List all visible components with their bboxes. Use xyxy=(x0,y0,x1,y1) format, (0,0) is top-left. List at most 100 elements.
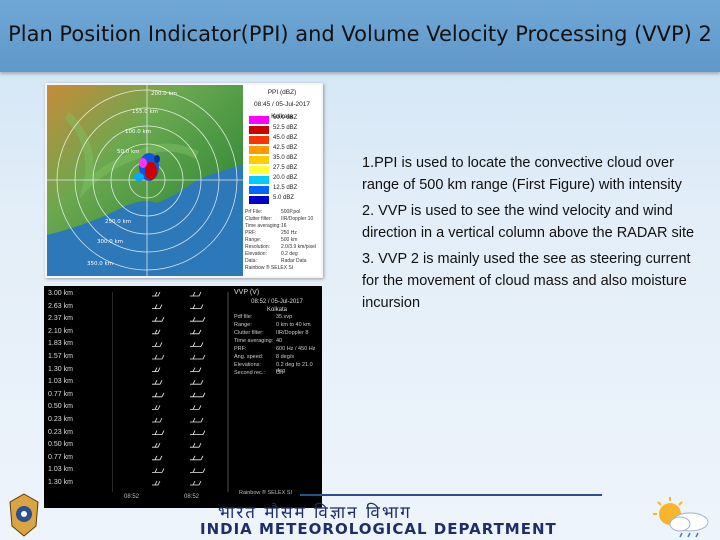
vvp-wind-barb xyxy=(190,354,206,360)
ppi-info-value: IIR/Doppler 10 xyxy=(281,216,314,222)
vvp-wind-barb xyxy=(190,468,206,473)
ppi-info-value: 500P.pol xyxy=(281,209,301,215)
vvp-wind-barb xyxy=(190,480,202,486)
ppi-legend-item: 35.0 dBZ xyxy=(249,155,319,164)
vvp-wind-barb xyxy=(152,317,165,322)
ppi-legend-label: 20.0 dBZ xyxy=(273,175,298,181)
vvp-info-key: Pdf file: xyxy=(234,314,253,320)
ppi-radar-image: 200.0 km 155.0 km 100.0 km 50.0 km 250.0… xyxy=(45,83,323,278)
vvp-wind-barb xyxy=(152,455,163,461)
vvp-wind-barb xyxy=(190,430,206,435)
footer-org-name: INDIA METEOROLOGICAL DEPARTMENT xyxy=(200,520,557,538)
vvp-altitude-label: 1.30 km xyxy=(48,365,73,373)
vvp-wind-barb xyxy=(190,317,206,322)
ppi-range-label: 200.0 km xyxy=(151,91,177,97)
vvp-wind-barb xyxy=(152,392,165,398)
footer-divider xyxy=(300,494,602,496)
ppi-legend-swatch xyxy=(249,156,269,164)
vvp-info-value: On xyxy=(276,370,284,376)
vvp-altitude-label: 0.23 km xyxy=(48,428,73,436)
vvp-wind-barb xyxy=(152,417,163,423)
vvp-altitude-label: 1.83 km xyxy=(48,340,73,348)
vvp-wind-barb xyxy=(190,380,204,385)
ppi-legend-label: 5.0 dBZ xyxy=(273,195,295,201)
vvp-info-datetime: 08:52 / 05-Jul-2017 xyxy=(251,299,303,305)
vvp-wind-barb xyxy=(190,392,206,398)
ppi-legend-label: 60.0 dBZ xyxy=(273,115,298,121)
vvp-wind-barb xyxy=(152,292,161,297)
vvp-title: VVP (V) xyxy=(234,289,260,296)
ppi-legend-swatch xyxy=(249,176,269,184)
weather-sun-cloud-icon xyxy=(653,497,709,538)
ppi-legend-swatch xyxy=(249,146,269,154)
ppi-legend: PPI (dBZ) 08:45 / 05-Jul-2017 Kolkata 60… xyxy=(243,85,321,276)
ppi-legend-item: 5.0 dBZ xyxy=(249,195,319,204)
vvp-info-key: Clutter filter: xyxy=(234,330,264,336)
vvp-info-row: PRF: 600 Hz / 450 Hz xyxy=(234,346,320,354)
vvp-wind-barb xyxy=(190,292,202,297)
notes-list: 1.PPI is used to locate the convective c… xyxy=(362,152,702,318)
ppi-info-value: 0.2 deg xyxy=(281,251,298,257)
vvp-info-value: 600 Hz / 450 Hz xyxy=(276,346,316,352)
ppi-legend-station: Kolkata xyxy=(271,113,293,120)
vvp-wind-barb xyxy=(152,380,163,385)
ppi-legend-label: 52.5 dBZ xyxy=(273,125,298,131)
ppi-legend-datetime: 08:45 / 05-Jul-2017 xyxy=(253,101,310,108)
vvp-altitude-label: 0.77 km xyxy=(48,453,73,461)
ppi-legend-swatch xyxy=(249,166,269,174)
footer-hindi-title: भारत मौसम विज्ञान विभाग xyxy=(218,503,412,523)
ppi-legend-item: 12.5 dBZ xyxy=(249,185,319,194)
vvp-wind-barb xyxy=(190,329,202,335)
ppi-range-label: 300.0 km xyxy=(97,239,123,245)
ppi-info-key: Rainbow ® SELEX SI xyxy=(245,265,294,271)
vvp-wind-barb xyxy=(190,367,202,372)
vvp-info-station: Kolkata xyxy=(266,307,287,313)
vvp-info-key: Elevations: xyxy=(234,362,261,368)
ppi-range-label: 50.0 km xyxy=(117,149,140,155)
vvp-info-row: Pdf file: 35.vvp xyxy=(234,314,320,322)
vvp-info-key: Range: xyxy=(234,322,252,328)
vvp-altitude-label: 1.03 km xyxy=(48,378,73,386)
vvp-altitude-label: 0.77 km xyxy=(48,390,73,398)
vvp-wind-plot xyxy=(112,292,229,492)
ppi-legend-item: 42.5 dBZ xyxy=(249,145,319,154)
ppi-range-label: 250.0 km xyxy=(105,219,131,225)
vvp-altitude-label: 0.23 km xyxy=(48,416,73,423)
vvp-altitude-label: 2.37 km xyxy=(48,315,73,323)
vvp-wind-barb xyxy=(152,354,165,360)
vvp-info-key: Time averaging: xyxy=(234,338,274,344)
vvp-wind-barb xyxy=(190,443,202,448)
vvp-wind-barb xyxy=(190,455,204,461)
ppi-range-label: 155.0 km xyxy=(132,109,158,115)
vvp-wind-barb xyxy=(152,468,165,473)
vvp-altitude-label: 1.03 km xyxy=(48,466,73,474)
vvp-wind-barb xyxy=(152,367,161,372)
ppi-info-value: 500 km xyxy=(281,237,298,243)
vvp-wind-barb xyxy=(152,329,161,335)
ppi-legend-label: 42.5 dBZ xyxy=(273,145,298,151)
vvp-wind-barb xyxy=(190,304,204,309)
vvp-info-row: Time averaging: 40 xyxy=(234,338,320,346)
vvp-altitude-label: 2.10 km xyxy=(48,327,73,335)
slide-title: Plan Position Indicator(PPI) and Volume … xyxy=(8,22,712,46)
vvp-wind-barb xyxy=(190,342,204,347)
ppi-info-key: Resolution: xyxy=(245,244,271,250)
note-item: 3. VVP 2 is mainly used the see as steer… xyxy=(362,251,691,311)
ppi-legend-item: 52.5 dBZ xyxy=(249,125,319,134)
vvp-info-value: 0.2 deg to 21.0 deg xyxy=(276,362,313,374)
vvp-info-value: 35.vvp xyxy=(276,314,293,320)
vvp-info-key: Second rec.: xyxy=(234,370,265,376)
vvp-altitude-label: 1.30 km xyxy=(48,479,73,486)
ppi-info-key: Time averaging: xyxy=(245,223,281,229)
ppi-map: 200.0 km 155.0 km 100.0 km 50.0 km 250.0… xyxy=(47,85,243,276)
ppi-legend-item: 45.0 dBZ xyxy=(249,135,319,144)
ppi-info-key: Clutter filter: xyxy=(245,216,272,222)
vvp-info-value: 8 deg/s xyxy=(276,354,295,360)
vvp-x-label: 08:52 xyxy=(184,494,200,500)
ppi-legend-label: 12.5 dBZ xyxy=(273,185,298,191)
vvp-info-value: 0 km to 40 km xyxy=(276,322,311,328)
vvp-info-row: Range: 0 km to 40 km xyxy=(234,322,320,330)
vvp-info-key: PRF: xyxy=(234,346,247,352)
note-item: 1.PPI is used to locate the convective c… xyxy=(362,155,682,193)
vvp-wind-barb xyxy=(152,342,163,347)
